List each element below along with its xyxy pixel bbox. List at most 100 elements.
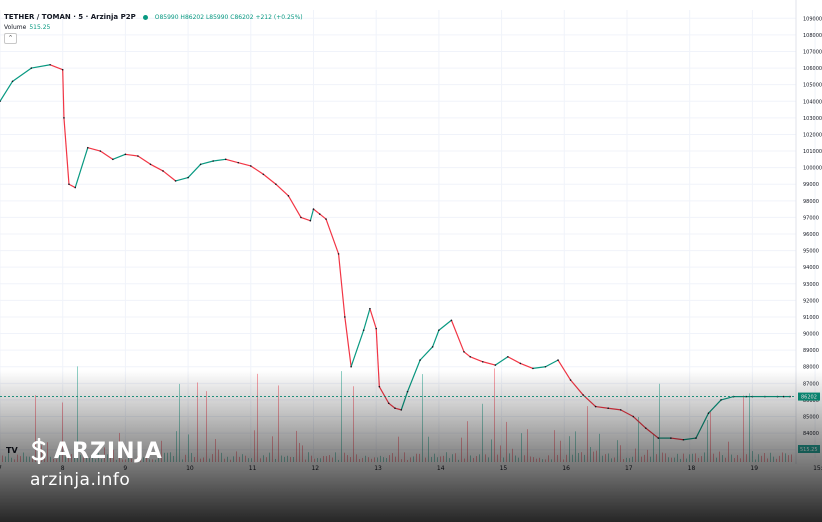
- price-point: [519, 362, 522, 365]
- price-segment: [187, 163, 202, 178]
- volume-bar: [242, 454, 243, 462]
- y-tick-label: 103000: [803, 116, 822, 122]
- price-point: [112, 158, 114, 161]
- volume-bar: [494, 368, 495, 462]
- volume-legend: Volume 515.25: [4, 24, 50, 31]
- price-segment: [162, 170, 176, 182]
- volume-bar: [734, 458, 735, 462]
- price-segment: [337, 253, 346, 318]
- price-point: [124, 153, 127, 156]
- collapse-legend-button[interactable]: ⌃: [4, 33, 17, 44]
- volume-bar: [704, 452, 705, 462]
- volume-bar: [500, 445, 501, 462]
- volume-bar: [605, 454, 606, 462]
- volume-bar: [413, 456, 414, 462]
- y-tick-label: 85000: [803, 415, 819, 421]
- price-point: [469, 355, 472, 358]
- volume-bar: [461, 437, 462, 462]
- volume-bar: [383, 457, 384, 462]
- price-point: [695, 437, 697, 439]
- volume-bar: [743, 395, 744, 462]
- volume-bar: [326, 456, 327, 462]
- x-tick-label: 19: [750, 465, 758, 472]
- price-segment: [112, 153, 126, 160]
- volume-bar: [5, 456, 6, 462]
- volume-bar: [284, 456, 285, 462]
- volume-bar: [197, 382, 198, 462]
- volume-bar: [674, 457, 675, 462]
- price-point: [86, 146, 89, 149]
- volume-bar: [443, 455, 444, 462]
- volume-bar: [515, 455, 516, 462]
- volume-bar: [431, 456, 432, 462]
- price-point: [287, 195, 290, 197]
- volume-bar: [668, 457, 669, 462]
- y-tick-label: 101000: [803, 149, 822, 155]
- volume-bar: [782, 452, 783, 462]
- volume-bar: [422, 374, 423, 462]
- price-segment: [275, 183, 289, 197]
- price-point: [494, 364, 497, 366]
- volume-bar: [767, 458, 768, 462]
- volume-bar: [665, 453, 666, 462]
- market-status-dot: [142, 14, 148, 20]
- volume-bar: [719, 451, 720, 462]
- volume-bar: [275, 458, 276, 462]
- price-point: [419, 359, 421, 361]
- volume-bar: [356, 454, 357, 462]
- y-tick-label: 96000: [803, 232, 819, 238]
- volume-bar: [542, 459, 543, 462]
- price-segment: [378, 386, 390, 404]
- price-point: [174, 180, 177, 182]
- volume-bar: [539, 457, 540, 462]
- price-point: [378, 385, 381, 388]
- volume-bar: [776, 458, 777, 462]
- volume-bar: [218, 449, 219, 462]
- volume-bar: [296, 430, 297, 462]
- x-tick-label: 11: [249, 465, 257, 472]
- price-segment: [68, 183, 76, 189]
- price-segment: [394, 407, 402, 411]
- volume-bar: [269, 452, 270, 462]
- volume-bar: [245, 455, 246, 462]
- volume-bar: [614, 457, 615, 462]
- volume-bar: [338, 459, 339, 462]
- volume-bar: [452, 454, 453, 462]
- symbol-title[interactable]: TETHER / TOMAN · 5 · Arzinja P2P: [4, 13, 136, 21]
- volume-bar: [368, 457, 369, 462]
- y-tick-label: 95000: [803, 249, 819, 255]
- price-point: [212, 160, 214, 162]
- price-segment: [150, 163, 164, 172]
- volume-bar: [329, 455, 330, 462]
- volume-bar: [311, 455, 312, 462]
- volume-bar: [587, 406, 588, 462]
- volume-bar: [659, 383, 660, 462]
- price-segment: [432, 330, 440, 348]
- y-tick-label: 109000: [803, 16, 822, 22]
- volume-bar: [560, 440, 561, 462]
- volume-bar: [629, 458, 630, 462]
- price-point: [312, 208, 315, 210]
- volume-bar: [698, 457, 699, 462]
- price-segment: [62, 69, 65, 118]
- volume-bar: [374, 457, 375, 462]
- y-tick-label: 87000: [803, 381, 819, 387]
- price-point: [300, 216, 302, 219]
- price-point: [632, 415, 635, 418]
- price-point: [30, 67, 33, 69]
- volume-bar: [791, 454, 792, 462]
- price-point: [582, 394, 584, 396]
- price-point: [162, 170, 164, 172]
- volume-bar: [188, 434, 189, 462]
- volume-bar: [647, 449, 648, 462]
- volume-bar: [596, 450, 597, 462]
- chart-header: TETHER / TOMAN · 5 · Arzinja P2P O85990 …: [4, 13, 303, 21]
- volume-bar: [680, 458, 681, 462]
- volume-bar: [167, 452, 168, 462]
- volume-bar: [287, 455, 288, 462]
- volume-bar: [353, 386, 354, 462]
- price-point: [375, 327, 377, 330]
- volume-bar: [233, 456, 234, 462]
- price-point: [406, 390, 409, 393]
- volume-bar: [164, 452, 165, 462]
